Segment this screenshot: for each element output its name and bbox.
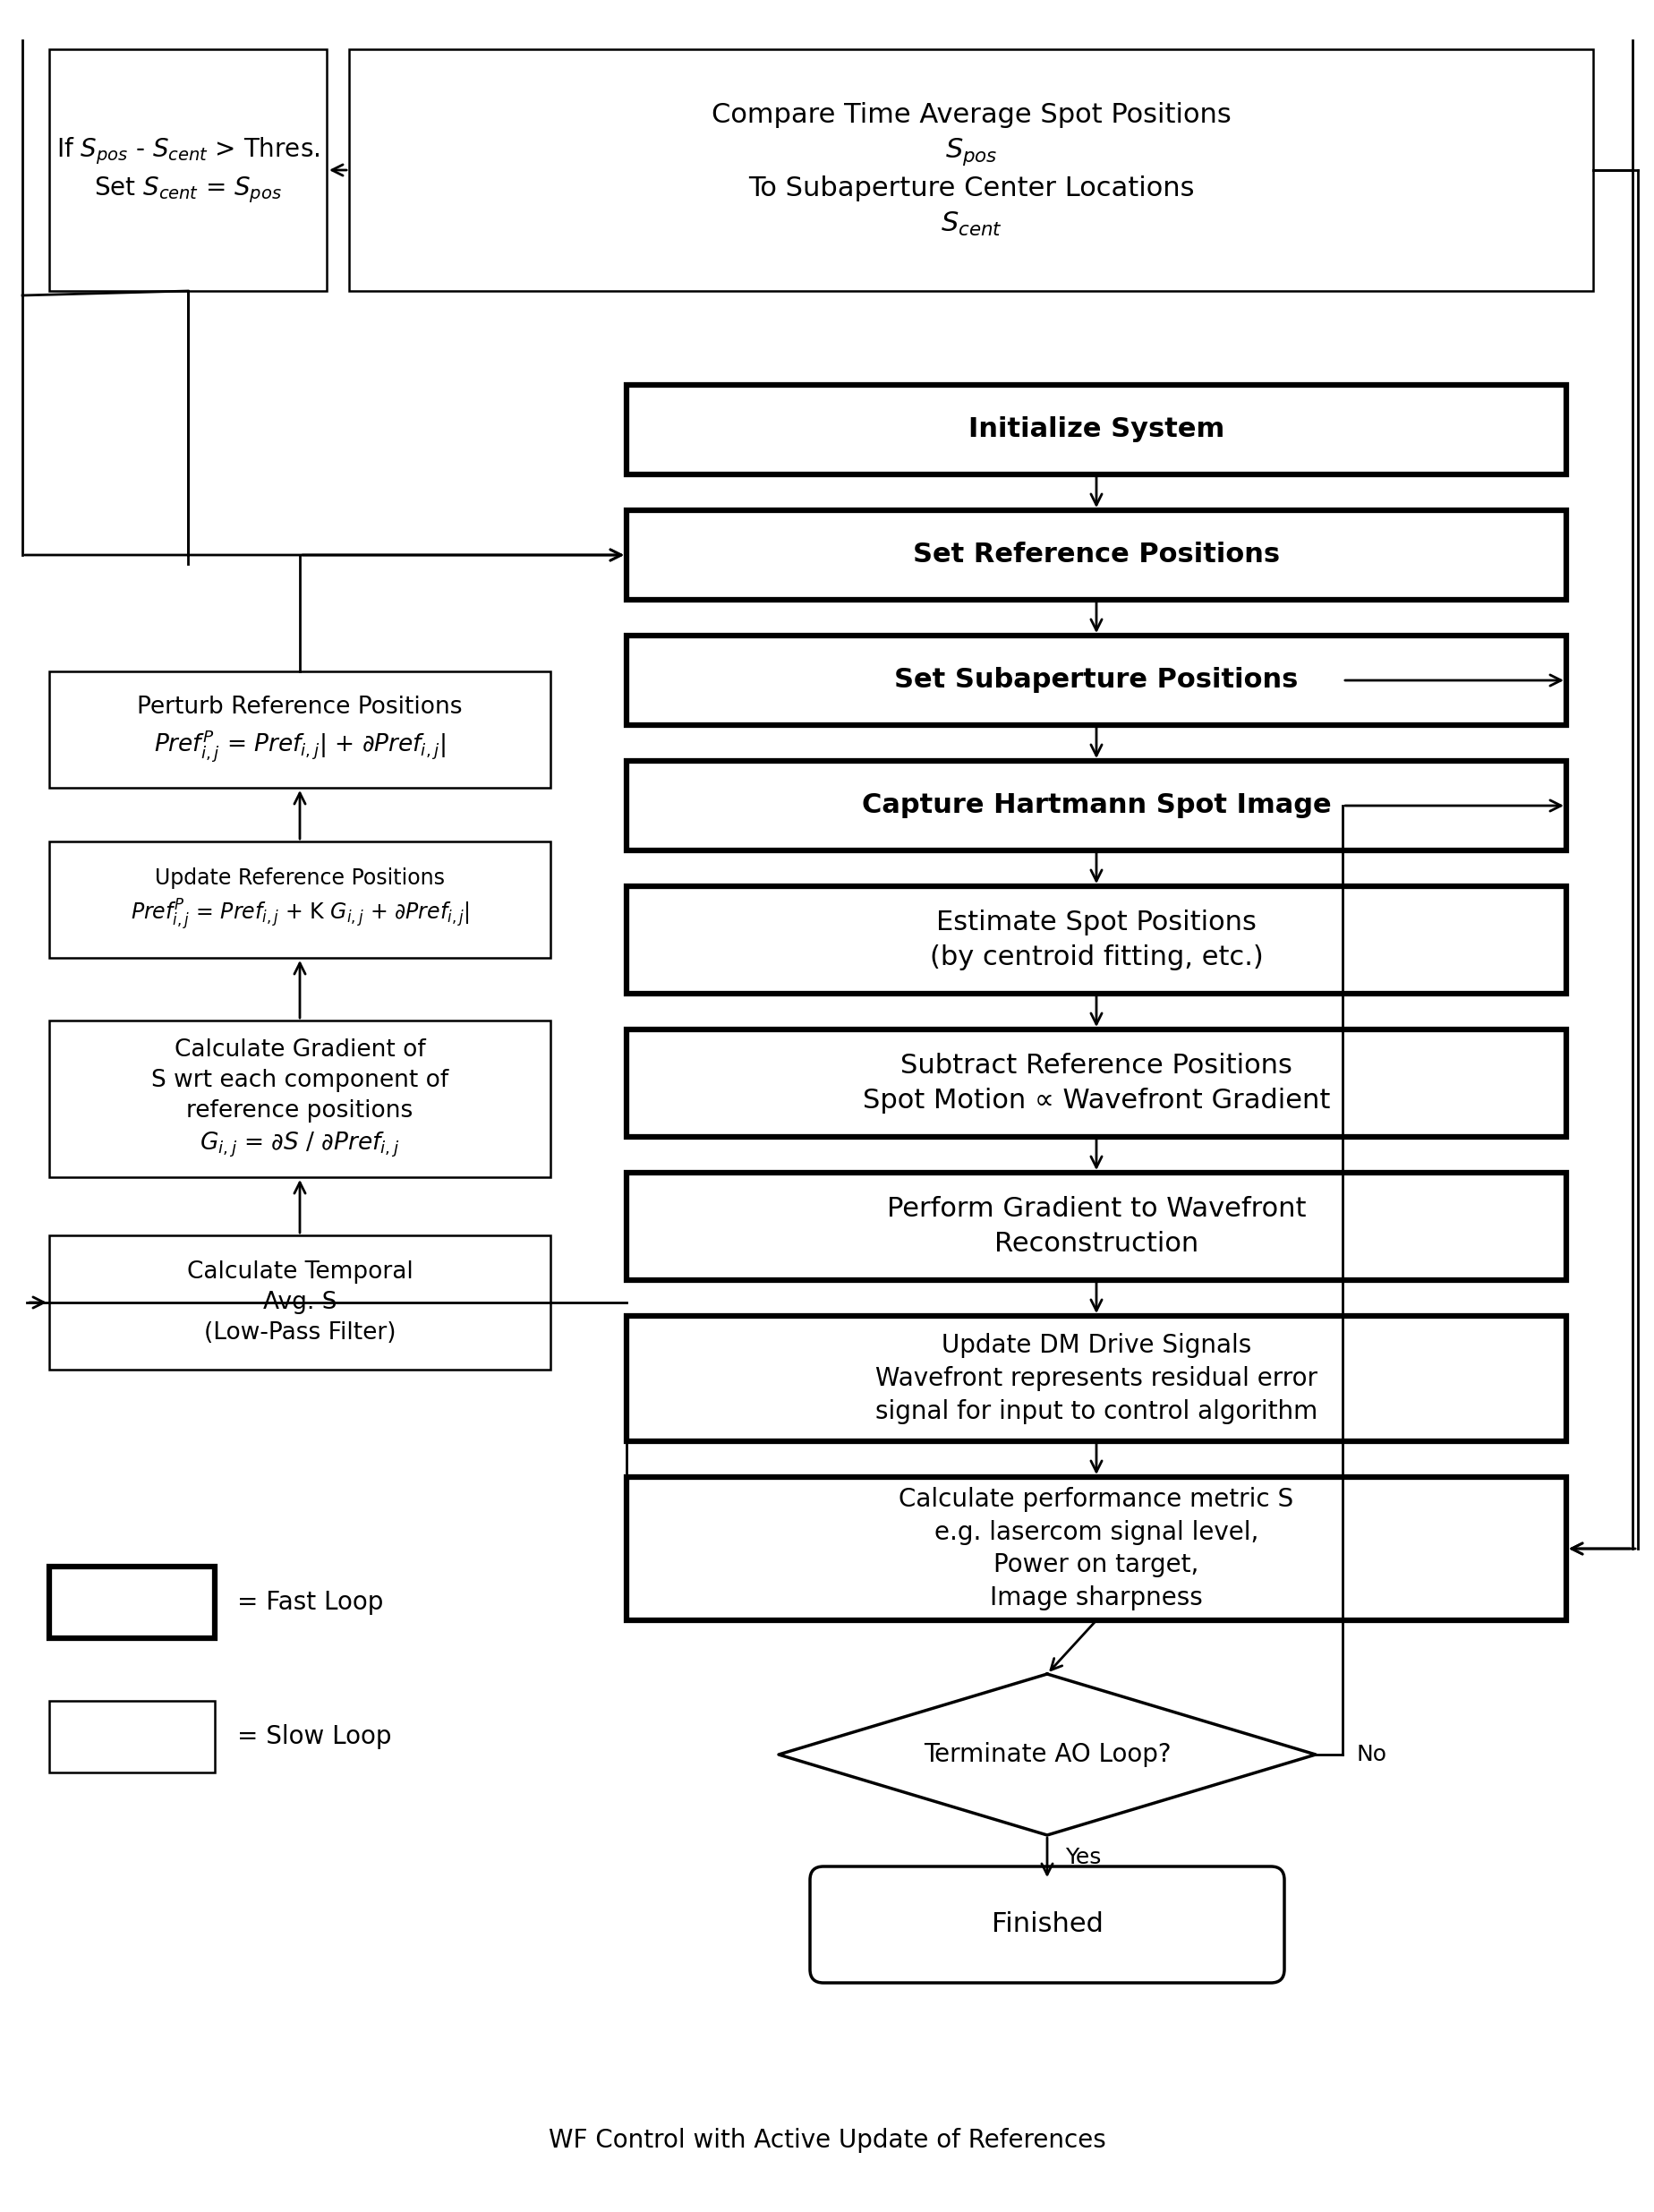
FancyBboxPatch shape (627, 1478, 1565, 1619)
Text: Calculate performance metric S
e.g. lasercom signal level,
Power on target,
Imag: Calculate performance metric S e.g. lase… (898, 1486, 1293, 1610)
FancyBboxPatch shape (627, 1172, 1565, 1281)
Text: Calculate Gradient of
S wrt each component of
reference positions
$G_{i,j}$ = $\: Calculate Gradient of S wrt each compone… (151, 1037, 448, 1159)
Text: = Slow Loop: = Slow Loop (237, 1723, 392, 1750)
FancyBboxPatch shape (349, 49, 1593, 292)
Text: = Fast Loop: = Fast Loop (237, 1590, 384, 1615)
Text: Perturb Reference Positions
$Pref^{P}_{i,j}$ = $Pref_{i,j}|$ + $\partial Pref_{i: Perturb Reference Positions $Pref^{P}_{i… (137, 695, 461, 763)
Polygon shape (779, 1674, 1315, 1836)
FancyBboxPatch shape (50, 1566, 215, 1639)
Text: No: No (1355, 1743, 1386, 1765)
Text: Calculate Temporal
Avg. S
(Low-Pass Filter): Calculate Temporal Avg. S (Low-Pass Filt… (187, 1261, 414, 1345)
FancyBboxPatch shape (627, 511, 1565, 599)
FancyBboxPatch shape (627, 887, 1565, 993)
Text: If $S_{pos}$ - $S_{cent}$ > Thres.
Set $S_{cent}$ = $S_{pos}$: If $S_{pos}$ - $S_{cent}$ > Thres. Set $… (56, 135, 319, 206)
Text: Subtract Reference Positions
Spot Motion ∝ Wavefront Gradient: Subtract Reference Positions Spot Motion… (862, 1053, 1330, 1113)
Text: Set Reference Positions: Set Reference Positions (913, 542, 1279, 568)
Text: Terminate AO Loop?: Terminate AO Loop? (923, 1743, 1171, 1767)
FancyBboxPatch shape (50, 1020, 551, 1177)
FancyBboxPatch shape (50, 841, 551, 958)
FancyBboxPatch shape (627, 635, 1565, 726)
FancyBboxPatch shape (50, 1234, 551, 1369)
Text: Update Reference Positions
$Pref^{P}_{i,j}$ = $Pref_{i,j}$ + K $G_{i,j}$ + $\par: Update Reference Positions $Pref^{P}_{i,… (131, 867, 470, 931)
FancyBboxPatch shape (627, 1316, 1565, 1442)
Text: Finished: Finished (991, 1911, 1103, 1938)
Text: Capture Hartmann Spot Image: Capture Hartmann Spot Image (862, 792, 1330, 818)
FancyBboxPatch shape (50, 49, 326, 292)
Text: Perform Gradient to Wavefront
Reconstruction: Perform Gradient to Wavefront Reconstruc… (887, 1197, 1305, 1256)
Text: Update DM Drive Signals
Wavefront represents residual error
signal for input to : Update DM Drive Signals Wavefront repres… (875, 1334, 1317, 1425)
Text: Yes: Yes (1065, 1847, 1100, 1869)
Text: Set Subaperture Positions: Set Subaperture Positions (893, 668, 1298, 692)
FancyBboxPatch shape (50, 1701, 215, 1772)
Text: Initialize System: Initialize System (968, 416, 1224, 442)
Text: Estimate Spot Positions
(by centroid fitting, etc.): Estimate Spot Positions (by centroid fit… (930, 909, 1262, 971)
Text: Compare Time Average Spot Positions
$S_{pos}$
To Subaperture Center Locations
$S: Compare Time Average Spot Positions $S_{… (711, 102, 1231, 239)
FancyBboxPatch shape (627, 1029, 1565, 1137)
Text: WF Control with Active Update of References: WF Control with Active Update of Referen… (549, 2128, 1105, 2152)
FancyBboxPatch shape (627, 761, 1565, 849)
FancyBboxPatch shape (809, 1867, 1284, 1982)
FancyBboxPatch shape (50, 672, 551, 787)
FancyBboxPatch shape (627, 385, 1565, 473)
